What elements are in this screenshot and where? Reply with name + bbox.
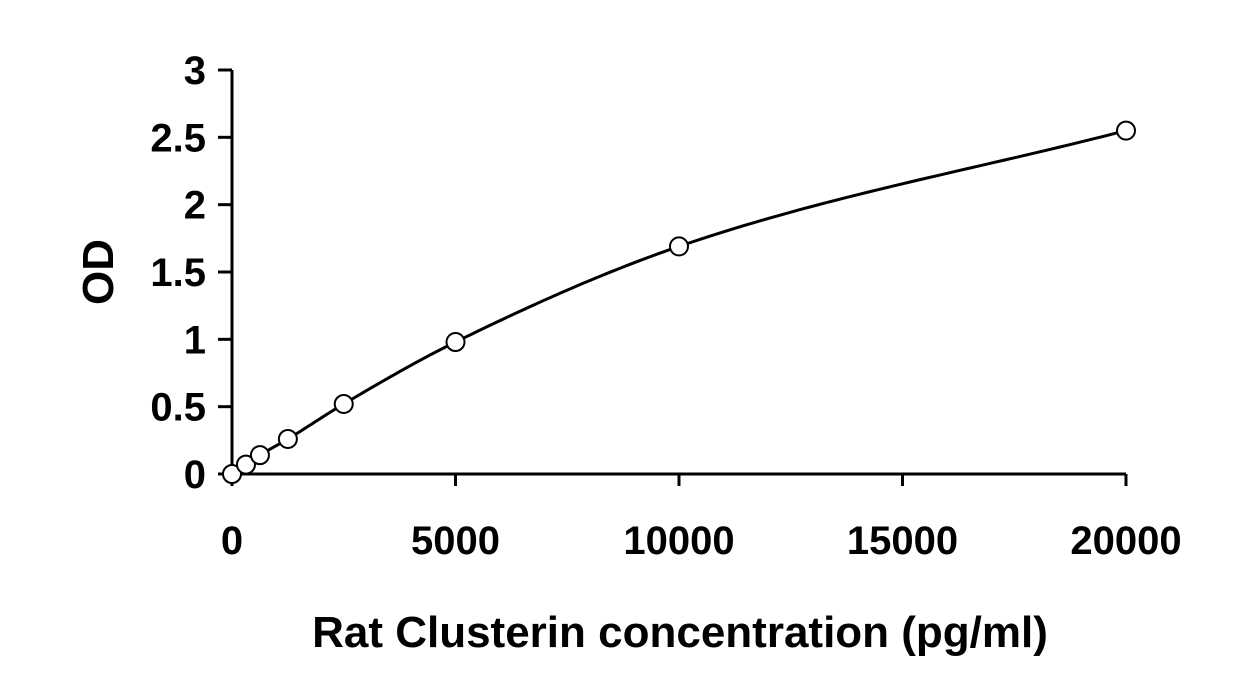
data-points (222, 120, 1136, 484)
y-tick-label: 1.5 (150, 251, 206, 295)
data-point (277, 428, 298, 449)
x-tick-label: 0 (221, 519, 243, 563)
data-point (669, 236, 689, 257)
y-tick-label: 0.5 (150, 386, 206, 430)
y-axis-title: OD (74, 239, 123, 305)
y-tick-label: 1 (184, 318, 206, 362)
y-tick-label: 0 (184, 453, 206, 497)
y-tick-label: 2 (184, 184, 206, 228)
y-ticks: 0 0.5 1 1.5 2 2.5 3 (150, 49, 232, 497)
y-tick-label: 2.5 (150, 116, 206, 160)
data-point (249, 445, 270, 466)
data-point (1116, 120, 1136, 141)
x-tick-label: 20000 (1070, 519, 1181, 563)
fit-curve (231, 129, 1127, 476)
x-tick-label: 5000 (411, 519, 500, 563)
x-axis-title: Rat Clusterin concentration (pg/ml) (312, 608, 1048, 657)
data-point (445, 332, 466, 353)
x-ticks: 0 5000 10000 15000 20000 (221, 474, 1182, 563)
y-tick-label: 3 (184, 49, 206, 93)
data-point (222, 464, 242, 484)
x-tick-label: 10000 (623, 519, 734, 563)
x-tick-label: 15000 (847, 519, 958, 563)
data-point (235, 454, 256, 475)
data-point (333, 393, 354, 414)
